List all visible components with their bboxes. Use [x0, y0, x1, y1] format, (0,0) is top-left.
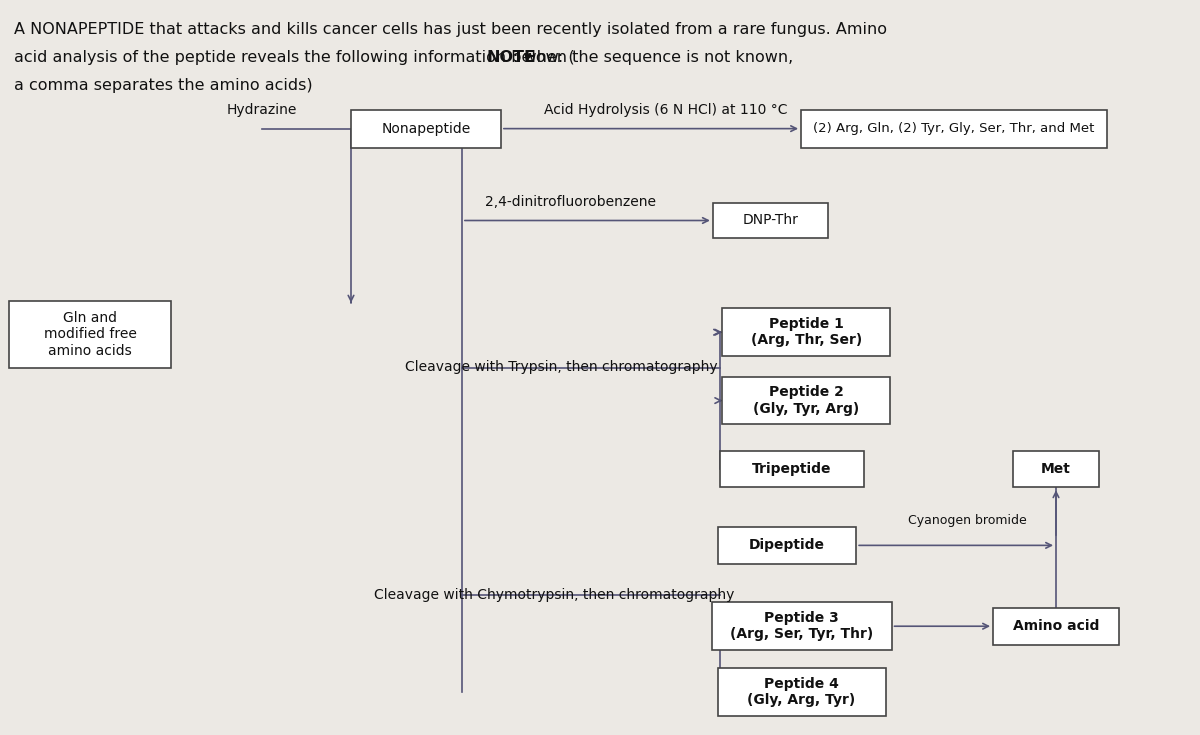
- Text: Dipeptide: Dipeptide: [749, 538, 826, 553]
- Text: Peptide 4
(Gly, Arg, Tyr): Peptide 4 (Gly, Arg, Tyr): [748, 677, 856, 708]
- FancyBboxPatch shape: [722, 309, 890, 356]
- FancyBboxPatch shape: [994, 608, 1120, 645]
- FancyBboxPatch shape: [720, 451, 864, 487]
- FancyBboxPatch shape: [1013, 451, 1099, 487]
- Text: Peptide 1
(Arg, Thr, Ser): Peptide 1 (Arg, Thr, Ser): [751, 317, 862, 348]
- FancyBboxPatch shape: [352, 110, 502, 148]
- FancyBboxPatch shape: [718, 527, 857, 564]
- FancyBboxPatch shape: [713, 203, 828, 238]
- Text: Tripeptide: Tripeptide: [752, 462, 832, 476]
- FancyBboxPatch shape: [802, 110, 1108, 148]
- Text: Met: Met: [1042, 462, 1070, 476]
- Text: NOTE: NOTE: [486, 50, 535, 65]
- Text: Acid Hydrolysis (6 N HCl) at 110 °C: Acid Hydrolysis (6 N HCl) at 110 °C: [545, 103, 787, 118]
- FancyBboxPatch shape: [712, 603, 892, 650]
- Text: DNP-Thr: DNP-Thr: [743, 213, 798, 228]
- Text: acid analysis of the peptide reveals the following information below: (: acid analysis of the peptide reveals the…: [14, 50, 575, 65]
- Text: a comma separates the amino acids): a comma separates the amino acids): [14, 78, 313, 93]
- FancyBboxPatch shape: [722, 376, 890, 425]
- Text: Hydrazine: Hydrazine: [227, 103, 296, 118]
- Text: Nonapeptide: Nonapeptide: [382, 121, 470, 136]
- Text: A NONAPEPTIDE that attacks and kills cancer cells has just been recently isolate: A NONAPEPTIDE that attacks and kills can…: [14, 22, 888, 37]
- Text: Cyanogen bromide: Cyanogen bromide: [908, 514, 1026, 527]
- Text: (2) Arg, Gln, (2) Tyr, Gly, Ser, Thr, and Met: (2) Arg, Gln, (2) Tyr, Gly, Ser, Thr, an…: [814, 122, 1094, 135]
- FancyBboxPatch shape: [718, 669, 886, 716]
- FancyBboxPatch shape: [8, 301, 172, 368]
- Text: Peptide 2
(Gly, Tyr, Arg): Peptide 2 (Gly, Tyr, Arg): [754, 385, 859, 416]
- Text: Cleavage with Trypsin, then chromatography: Cleavage with Trypsin, then chromatograp…: [406, 360, 718, 375]
- Text: : when the sequence is not known,: : when the sequence is not known,: [514, 50, 793, 65]
- Text: Peptide 3
(Arg, Ser, Tyr, Thr): Peptide 3 (Arg, Ser, Tyr, Thr): [730, 611, 874, 642]
- Text: Amino acid: Amino acid: [1013, 619, 1099, 634]
- Text: 2,4-dinitrofluorobenzene: 2,4-dinitrofluorobenzene: [485, 195, 655, 209]
- Text: Gln and
modified free
amino acids: Gln and modified free amino acids: [43, 311, 137, 358]
- Text: Cleavage with Chymotrypsin, then chromatography: Cleavage with Chymotrypsin, then chromat…: [374, 588, 734, 603]
